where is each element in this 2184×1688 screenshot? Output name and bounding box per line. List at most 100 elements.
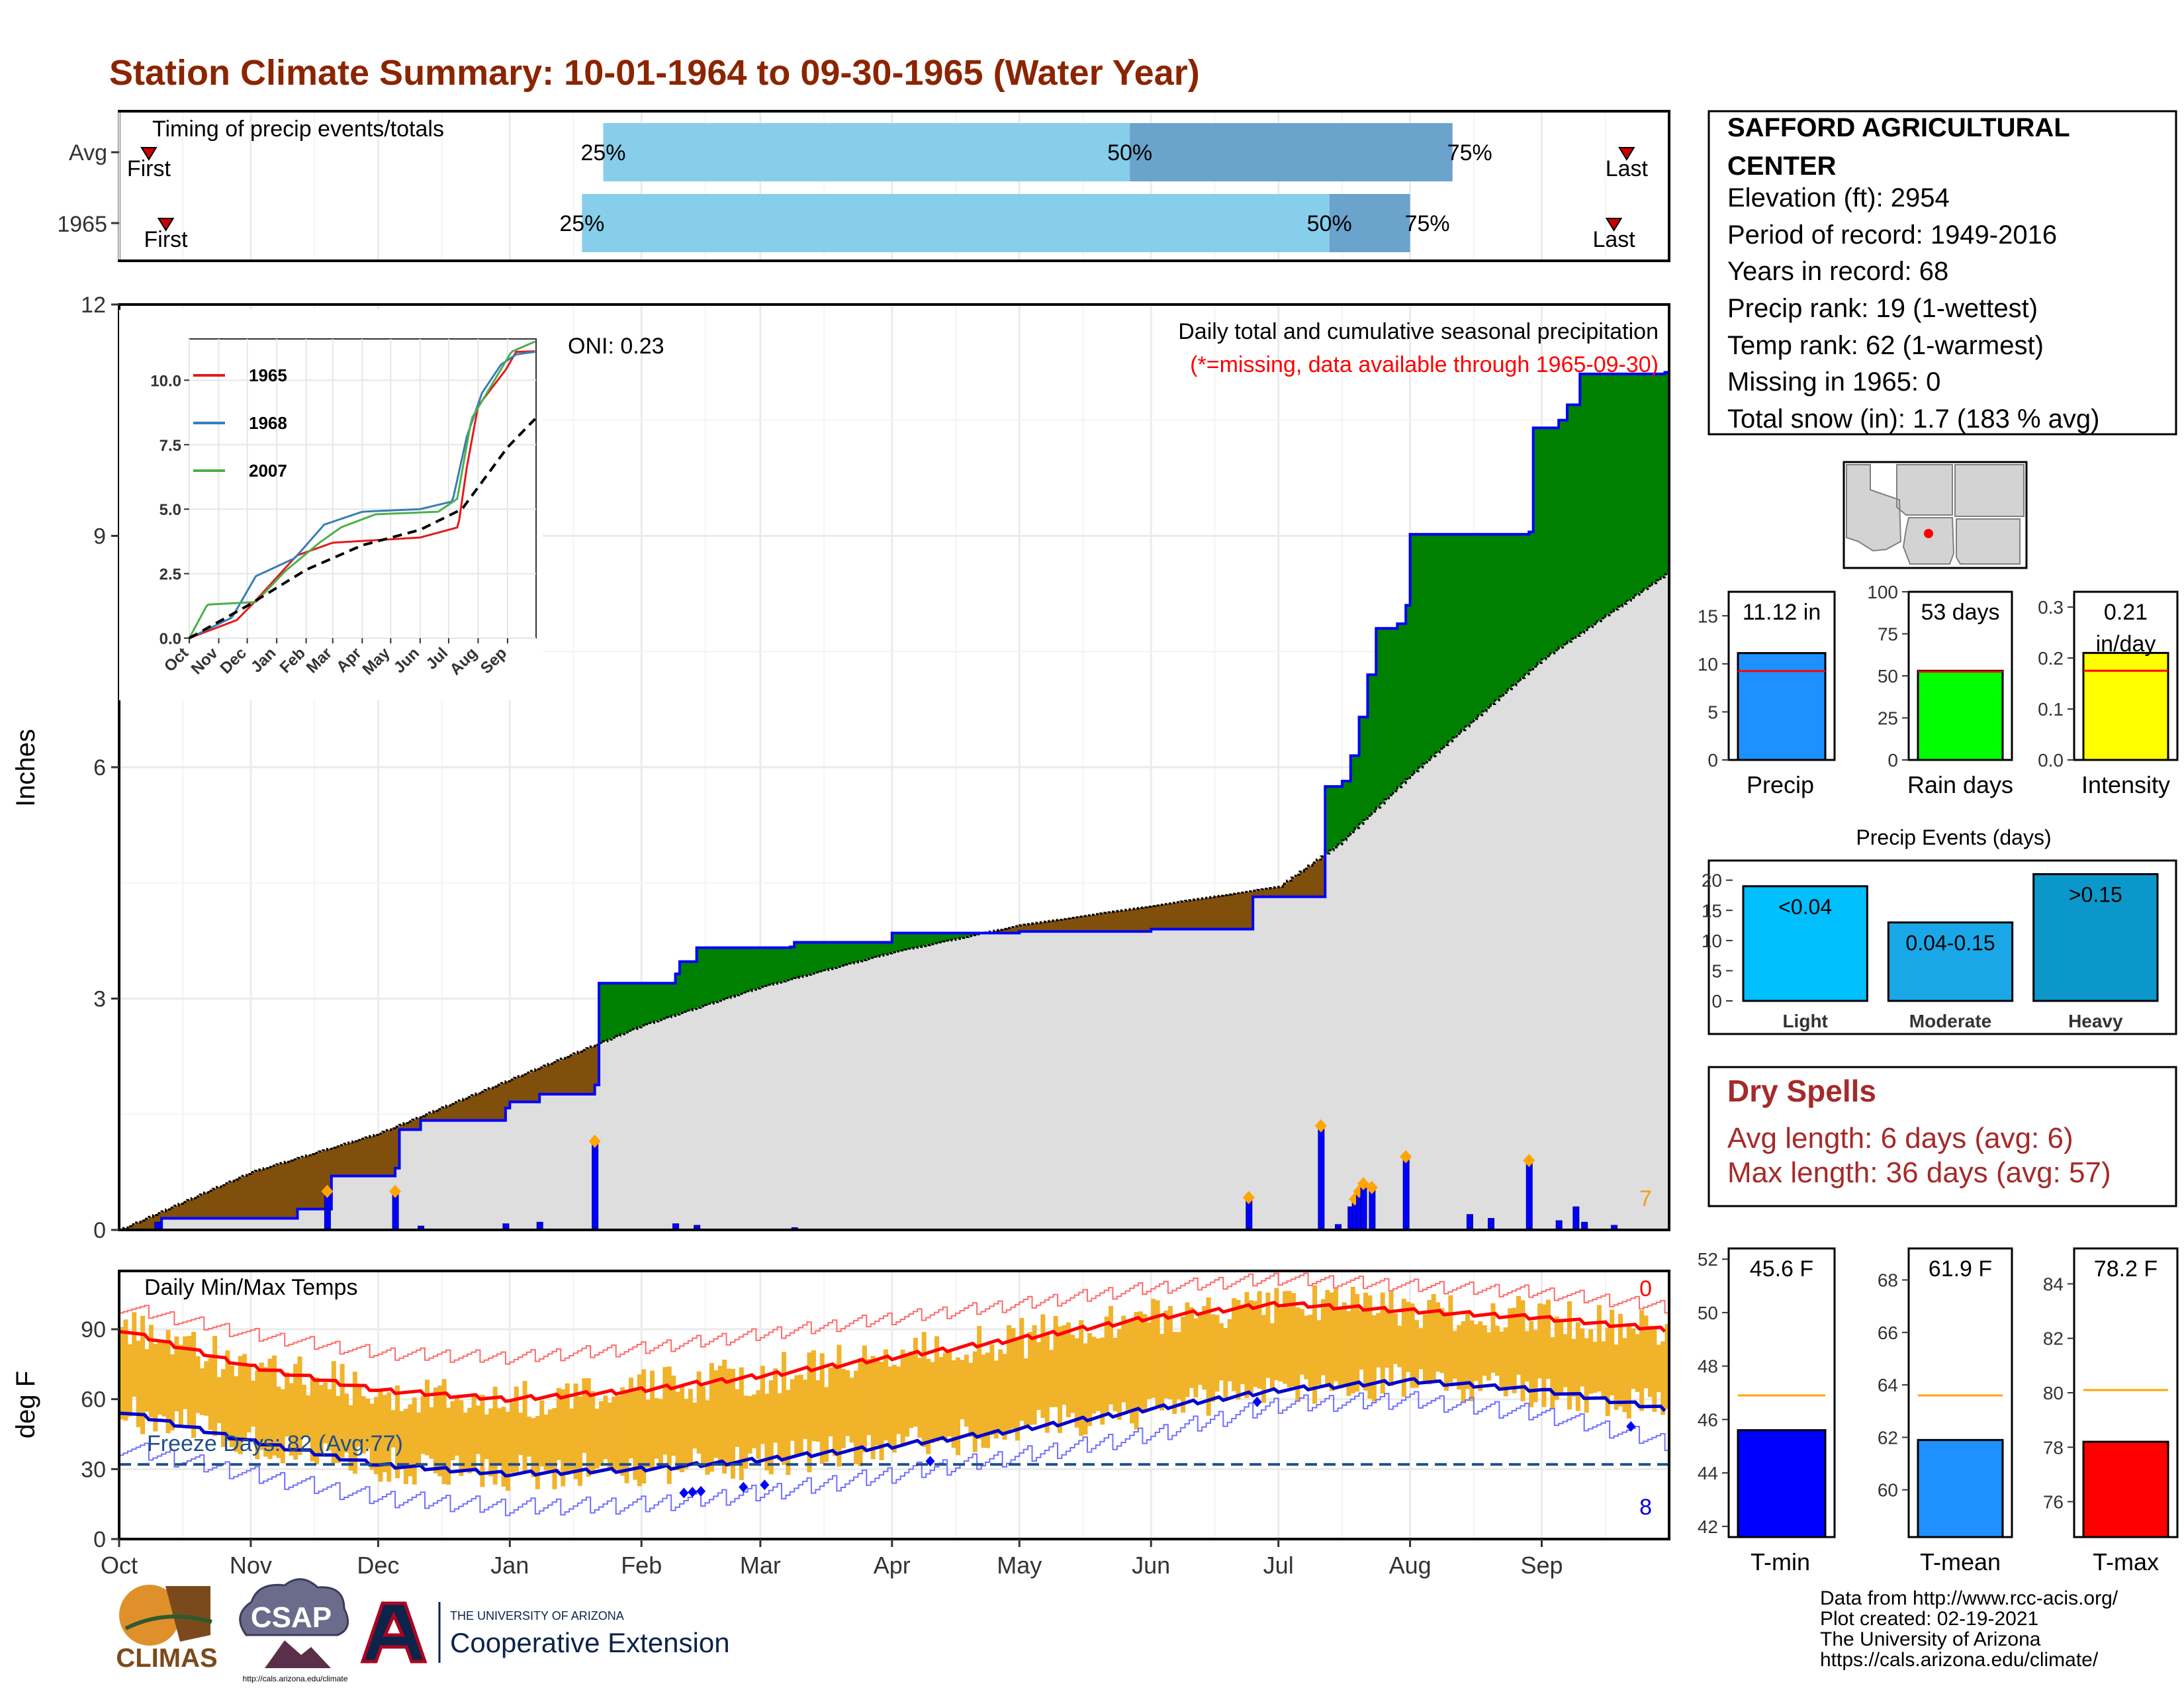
month-label-jan: Jan — [490, 1552, 529, 1579]
events-bar-light — [1742, 885, 1868, 1002]
summary-y-tick-label: 100 — [1867, 582, 1898, 602]
daily-temp-bar — [794, 1375, 799, 1456]
daily-temp-bar — [1342, 1302, 1347, 1385]
daily-temp-bar — [127, 1344, 132, 1417]
daily-temp-bar — [1422, 1314, 1428, 1382]
surplus-fill — [599, 372, 1669, 1043]
climas-logo-swoosh — [124, 1615, 212, 1630]
daily-temp-bar — [1465, 1311, 1471, 1389]
daily-temp-bar — [1388, 1291, 1394, 1386]
daily-temp-bar — [1125, 1319, 1130, 1411]
daily-temp-bar — [628, 1378, 633, 1459]
daily-temp-bar — [1406, 1301, 1411, 1372]
record-min-count: 8 — [1639, 1495, 1652, 1520]
daily-precip-bar — [1555, 1220, 1563, 1230]
daily-temp-bar — [1176, 1332, 1181, 1399]
events-y-tick-label: 5 — [1711, 961, 1722, 981]
daily-temp-bar — [832, 1364, 837, 1456]
daily-temp-bar — [586, 1378, 591, 1477]
precip-y-tick-label: 0 — [93, 1218, 106, 1243]
inset-y-tick-label: 2.5 — [159, 566, 181, 584]
daily-temp-bar — [666, 1366, 672, 1484]
month-label-apr: Apr — [874, 1552, 911, 1579]
daily-temp-bar — [1329, 1292, 1334, 1391]
daily-temp-bar — [883, 1349, 888, 1440]
daily-precip-marker — [1314, 1119, 1327, 1133]
daily-temp-bar — [1508, 1308, 1513, 1389]
daily-temp-bar — [913, 1337, 918, 1427]
summary-label-precip: Precip — [1747, 771, 1814, 798]
temp-y-tick-label: 90 — [81, 1317, 106, 1342]
dry-spells-frame — [1707, 1066, 2177, 1207]
events-bar-label-heavy: >0.15 — [2069, 883, 2122, 907]
daily-temp-bar — [1605, 1327, 1610, 1417]
daily-temp-bar — [777, 1393, 782, 1460]
daily-temp-bar — [344, 1393, 349, 1453]
daily-temp-bar — [1410, 1303, 1415, 1388]
timing-bar-25-50-avg — [603, 123, 1130, 181]
daily-temp-bar — [1070, 1335, 1075, 1413]
daily-temp-bar — [1537, 1303, 1543, 1379]
daily-precip-marker — [1400, 1150, 1412, 1164]
daily-temp-bar — [1172, 1332, 1177, 1415]
daily-temp-bar — [1291, 1293, 1296, 1387]
daily-precip-bar — [592, 1141, 599, 1230]
daily-temp-bar — [1019, 1318, 1024, 1421]
daily-temp-bar — [429, 1407, 434, 1459]
daily-temp-bar — [705, 1400, 710, 1475]
daily-temp-bar — [174, 1336, 179, 1412]
events-y-tick-label: 0 — [1711, 991, 1722, 1011]
daily-temp-bar — [1308, 1315, 1313, 1390]
daily-precip-bar — [1488, 1218, 1495, 1230]
daily-temp-bar — [178, 1344, 183, 1427]
daily-temp-bar — [492, 1386, 498, 1485]
daily-precip-bar — [1611, 1225, 1618, 1230]
daily-temp-bar — [1427, 1299, 1432, 1385]
daily-temp-bar — [1066, 1322, 1071, 1417]
daily-precip-marker — [321, 1184, 334, 1198]
daily-temp-bar — [416, 1412, 422, 1468]
precip-y-axis: 0 3 6 9 12 — [81, 293, 119, 1243]
daily-temp-bar — [161, 1342, 167, 1417]
temp-y-axis-label: deg F — [11, 1371, 40, 1438]
summary-y-tick-label: 62 — [1878, 1427, 1898, 1448]
daily-temp-bar — [645, 1399, 651, 1468]
daily-temp-bar — [1452, 1331, 1457, 1379]
daily-temp-bar — [314, 1377, 320, 1465]
summary-label-intensity: Intensity — [2081, 771, 2170, 798]
daily-temp-bar — [1376, 1313, 1381, 1368]
daily-temp-bar — [336, 1395, 341, 1464]
timing-last-label: Last — [1592, 227, 1635, 252]
daily-temp-bar — [1028, 1332, 1033, 1425]
csap-logo-text: CSAP — [251, 1601, 332, 1634]
daily-precip-marker — [389, 1184, 402, 1198]
climas-logo-sun — [119, 1585, 180, 1646]
daily-temp-bar — [1155, 1300, 1160, 1407]
daily-temp-bar — [773, 1368, 778, 1443]
daily-temp-bar — [1113, 1337, 1118, 1411]
month-label-oct: Oct — [101, 1552, 138, 1579]
daily-precip-bar — [1572, 1206, 1580, 1230]
daily-temp-bar — [301, 1384, 306, 1437]
daily-temp-bar — [1541, 1304, 1547, 1407]
daily-temp-bar — [1299, 1309, 1304, 1375]
oni-label: ONI: 0.23 — [568, 334, 664, 359]
daily-temp-bar — [484, 1414, 489, 1460]
daily-temp-bar — [1457, 1325, 1462, 1390]
daily-temp-bar — [225, 1350, 230, 1441]
daily-temp-bar — [599, 1401, 604, 1466]
daily-temp-bar — [1443, 1311, 1449, 1391]
summary-y-tick-label: 5 — [1707, 702, 1718, 722]
daily-temp-bar — [1486, 1332, 1492, 1381]
summary-bar-intensity — [2082, 651, 2169, 761]
daily-temp-bar — [858, 1358, 863, 1466]
daily-temp-bar — [204, 1361, 209, 1416]
daily-temp-bar — [535, 1416, 540, 1489]
daily-temp-bar — [1550, 1336, 1555, 1410]
daily-temp-bar — [1639, 1310, 1645, 1411]
daily-temp-bar — [841, 1368, 846, 1448]
climas-logo-text: CLIMAS — [116, 1644, 217, 1673]
daily-temp-bar — [144, 1349, 150, 1412]
daily-temp-bar — [815, 1380, 821, 1442]
daily-temp-bar — [1392, 1313, 1398, 1364]
